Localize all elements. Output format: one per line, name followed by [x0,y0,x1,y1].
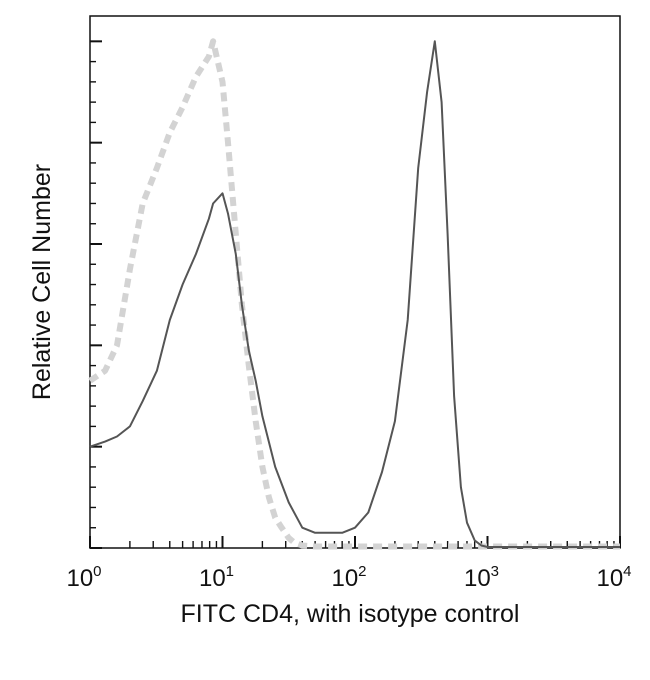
y-axis-ticks [90,40,102,549]
plot-frame [89,15,621,549]
x-axis-label: FITC CD4, with isotype control [181,600,520,628]
x-axis-tick-labels: 100 101 102 103 104 [66,563,631,592]
x-tick-label: 100 [66,563,101,592]
x-tick-label: 104 [596,563,631,592]
isotype-control-line [88,38,620,550]
series-layer [88,38,620,550]
x-tick-label: 101 [199,563,234,592]
x-tick-label: 103 [464,563,499,592]
x-tick-label: 102 [331,563,366,592]
y-axis-label: Relative Cell Number [28,164,56,400]
cd4-stained-line [89,40,620,548]
